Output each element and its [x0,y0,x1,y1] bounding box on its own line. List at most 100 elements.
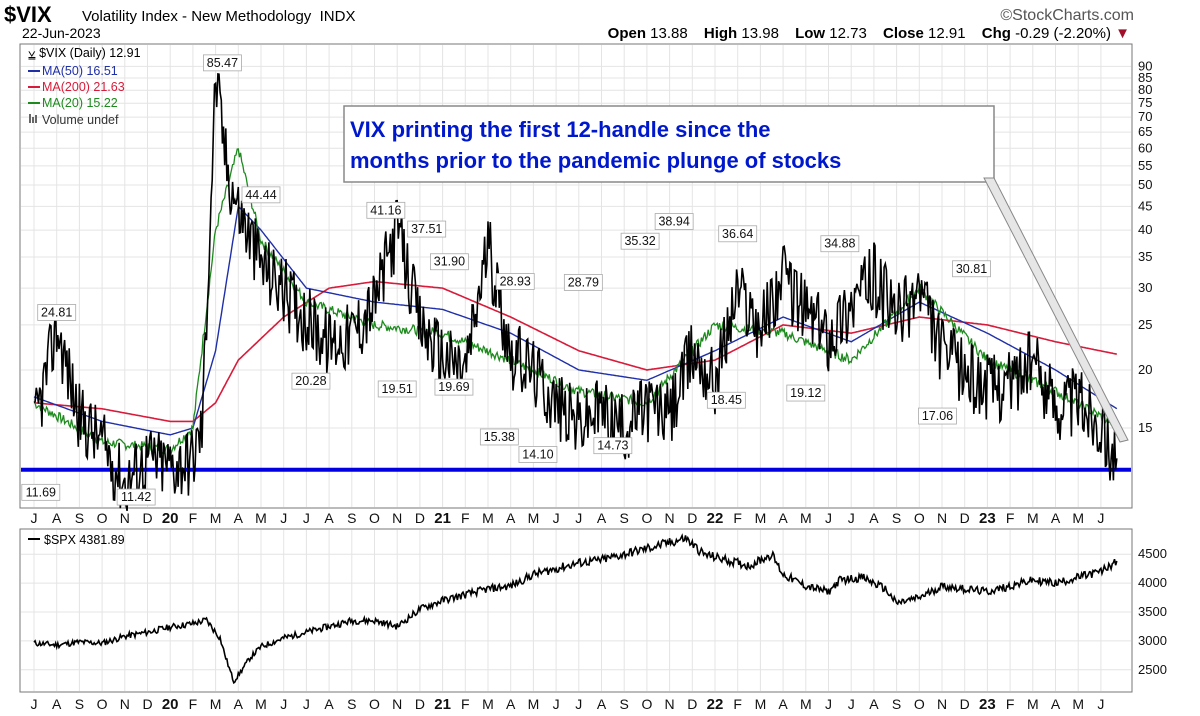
price-label-box [518,446,558,463]
spx-y-tick-label: 3000 [1138,633,1167,648]
spx-month-label: D [960,696,970,712]
vix-month-label: 23 [979,510,996,527]
spx-month-label: M [482,696,494,712]
close-value: 12.91 [928,25,966,42]
spx-month-label: M [1027,696,1039,712]
vix-month-label: J [303,510,310,526]
vix-month-label: A [324,510,334,526]
spx-y-tick-label: 4000 [1138,575,1167,590]
price-label: 38.94 [658,215,689,229]
vix-month-label: M [482,510,494,526]
spx-month-label: J [1097,696,1104,712]
ma200-line [33,280,1118,423]
vix-month-label: N [665,510,675,526]
legend-volume: Volume undef [42,113,119,127]
down-arrow-icon: ▼ [1115,25,1130,42]
vix-month-label: J [31,510,38,526]
vix-month-label: A [1051,510,1061,526]
vix-month-label: 22 [707,510,724,527]
vix-y-tick-label: 20 [1138,362,1152,377]
spx-month-label: M [210,696,222,712]
price-label-box [21,483,61,501]
annotation-line1: VIX printing the first 12-handle since t… [350,117,771,142]
spx-month-label: A [869,696,879,712]
price-label: 28.79 [568,275,599,289]
brand-logo: ©StockCharts.com [1000,7,1134,24]
spx-month-label: S [75,696,84,712]
vix-y-tick-label: 60 [1138,140,1152,155]
vix-month-label: M [210,510,222,526]
spx-month-label: J [575,696,582,712]
spx-month-label: S [620,696,629,712]
legend-vix-text: $VIX (Daily) 12.91 [39,46,140,60]
price-label: 31.90 [434,255,465,269]
vix-y-tick-label: 55 [1138,158,1152,173]
spx-month-label: N [665,696,675,712]
spx-month-label: A [234,696,244,712]
vix-month-label: D [415,510,425,526]
close-label: Close [883,25,924,42]
spx-month-label: A [1051,696,1061,712]
vix-plot [21,73,1131,511]
annotation-line2: months prior to the pandemic plunge of s… [350,148,841,173]
vix-month-label: J [1097,510,1104,526]
annotation-pointer [983,177,1129,443]
spx-y-tick-label: 4500 [1138,546,1167,561]
vix-month-label: A [506,510,516,526]
spx-month-label: A [52,696,62,712]
chg-value: -0.29 (-2.20%) [1015,25,1111,42]
vix-month-label: O [914,510,925,526]
spx-month-label: F [733,696,742,712]
spx-month-label: J [280,696,287,712]
chart-date: 22-Jun-2023 [22,25,101,41]
price-label-box [654,213,694,230]
spx-month-label: O [369,696,380,712]
vix-y-tick-label: 40 [1138,222,1152,237]
low-label: Low [795,25,826,42]
vix-month-label: J [848,510,855,526]
price-label: 15.38 [484,430,515,444]
price-label-box [407,220,447,238]
spx-month-label: O [914,696,925,712]
price-label-box [434,378,474,396]
spx-month-label: A [506,696,516,712]
price-label-box [377,380,417,398]
legend-vix-marker: ⩣ [28,46,36,60]
vix-y-tick-label: 30 [1138,280,1152,295]
vix-month-label: 20 [162,510,179,527]
vix-y-tick-label: 35 [1138,249,1152,264]
spx-month-label: A [324,696,334,712]
vix-y-tick-label: 80 [1138,82,1152,97]
vix-month-label: J [825,510,832,526]
price-label: 14.10 [522,448,553,462]
spx-month-label: O [641,696,652,712]
price-label: 30.81 [956,262,987,276]
price-label-box [430,253,469,271]
annotation-frame [343,105,995,183]
price-label: 17.06 [922,409,953,423]
spx-month-label: J [825,696,832,712]
symbol-label: $VIX [4,2,52,27]
spx-month-label: S [347,696,356,712]
vix-y-tick-label: 65 [1138,124,1152,139]
price-label: 11.69 [26,485,56,499]
ma20-line [33,148,1118,455]
vix-month-label: D [142,510,152,526]
spx-month-label: 21 [434,696,451,713]
price-label-box [116,488,156,506]
price-label-box [203,54,242,72]
price-label: 28.93 [500,274,531,288]
vix-y-tick-label: 50 [1138,177,1152,192]
vix-y-tick-label: 70 [1138,109,1152,124]
volume-bar-icon [29,114,31,123]
vix-y-tick-label: 90 [1138,58,1152,73]
vix-month-label: F [733,510,742,526]
vix-y-tick-label: 85 [1138,70,1152,85]
annotation-box: VIX printing the first 12-handle since t… [343,105,1129,443]
price-label: 36.64 [722,227,753,241]
high-value: 13.98 [741,25,779,42]
spx-month-label: N [392,696,402,712]
price-label: 19.12 [790,386,821,400]
spx-month-label: F [461,696,470,712]
spx-month-label: M [800,696,812,712]
